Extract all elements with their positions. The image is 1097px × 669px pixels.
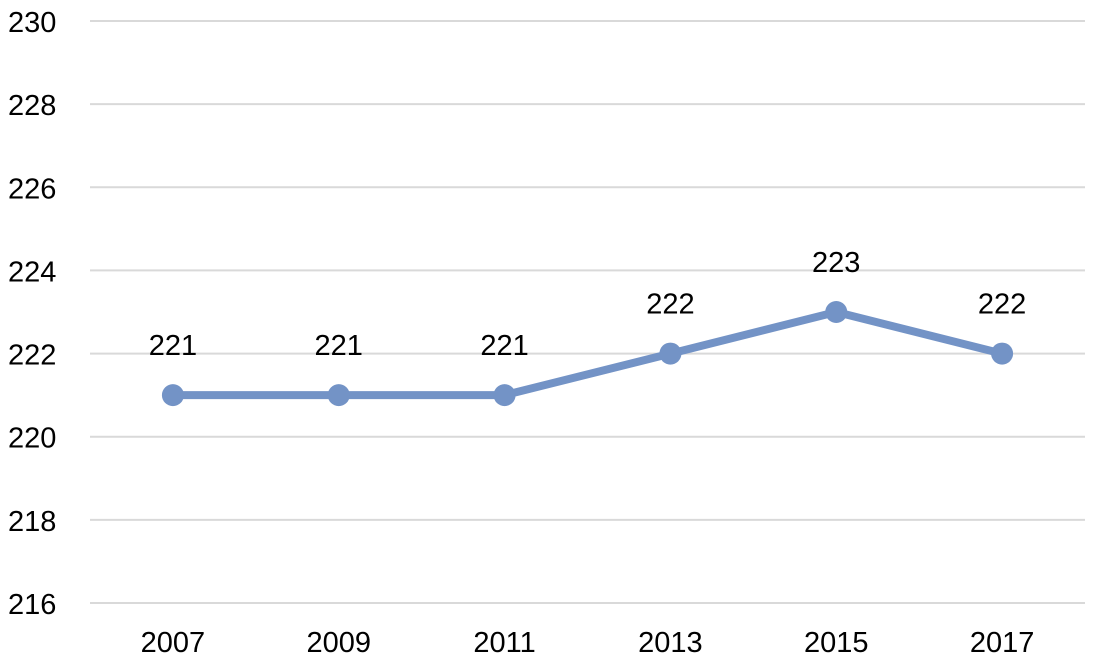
- x-tick-label: 2013: [638, 627, 703, 659]
- data-label: 221: [149, 330, 197, 362]
- data-point: [659, 342, 682, 365]
- x-axis: 2007 2009 2011 2013 2015 2017: [141, 627, 1035, 659]
- data-point: [327, 384, 350, 407]
- series-1: [161, 301, 1014, 407]
- y-tick-label: 230: [8, 7, 56, 39]
- x-tick-label: 2015: [804, 627, 869, 659]
- series-line: [168, 308, 1007, 400]
- data-label: 221: [480, 330, 528, 362]
- y-tick-label: 222: [8, 340, 56, 372]
- data-point: [493, 384, 516, 407]
- y-tick-label: 224: [8, 256, 56, 288]
- data-label: 221: [315, 330, 363, 362]
- data-point: [161, 384, 184, 407]
- x-tick-label: 2007: [141, 627, 206, 659]
- y-tick-label: 220: [8, 423, 56, 455]
- y-tick-label: 216: [8, 589, 56, 621]
- y-axis: 216 218 220 222 224 226 228 230: [8, 7, 56, 621]
- x-tick-label: 2017: [970, 627, 1035, 659]
- data-label: 222: [978, 289, 1026, 321]
- y-tick-label: 218: [8, 506, 56, 538]
- x-tick-label: 2011: [473, 627, 535, 659]
- data-point: [991, 342, 1014, 365]
- x-tick-label: 2009: [306, 627, 371, 659]
- data-label: 223: [812, 247, 860, 279]
- data-labels: 221 221 221 222 223 222: [149, 247, 1027, 362]
- data-point: [825, 301, 848, 323]
- gridlines: [90, 20, 1085, 604]
- y-tick-label: 226: [8, 173, 56, 205]
- y-tick-label: 228: [8, 90, 56, 122]
- data-label: 222: [646, 289, 694, 321]
